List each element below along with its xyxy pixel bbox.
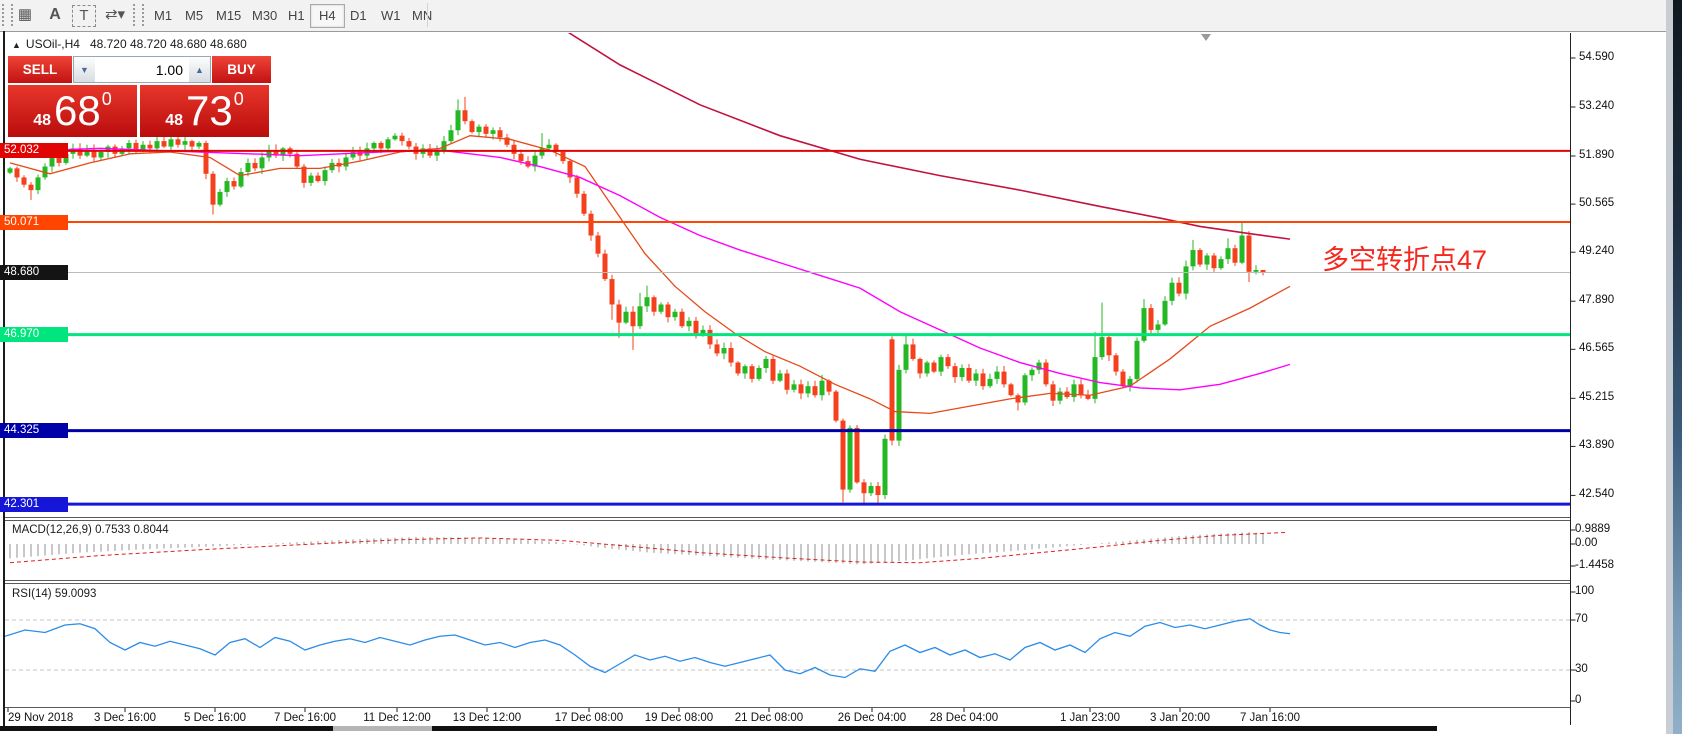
price-tick-label: 43.890 bbox=[1579, 439, 1615, 452]
timeframe-button-m15[interactable]: M15 bbox=[216, 8, 242, 23]
time-axis-label: 26 Dec 04:00 bbox=[837, 712, 907, 724]
sell-price-big: 68 bbox=[54, 87, 101, 134]
rsi-scale-label: 30 bbox=[1575, 663, 1588, 675]
price-tick-label: 49.240 bbox=[1579, 245, 1615, 258]
macd-scale-label: -1.4458 bbox=[1575, 559, 1615, 571]
timeframe-button-h4[interactable]: H4 bbox=[310, 4, 345, 28]
ohlc-values: 48.720 48.720 48.680 48.680 bbox=[89, 37, 247, 51]
rsi-scale-label: 0 bbox=[1575, 694, 1582, 706]
one-click-collapse-icon[interactable]: ▲ bbox=[12, 40, 21, 50]
price-tick-label: 54.590 bbox=[1579, 51, 1615, 63]
price-tick-label: 50.565 bbox=[1579, 197, 1615, 210]
sell-price-prefix: 48 bbox=[33, 112, 52, 129]
toolbar: ▦ A T ⇄▾ M1 M5 M15 M30 H1 H4 D1 W1 MN bbox=[0, 0, 1673, 32]
buy-price-prefix: 48 bbox=[165, 112, 184, 129]
time-axis-label: 7 Jan 16:00 bbox=[1239, 712, 1301, 724]
volume-input[interactable] bbox=[95, 57, 189, 82]
chart-shift-marker-icon[interactable] bbox=[1201, 34, 1211, 41]
timeframe-button-w1[interactable]: W1 bbox=[381, 8, 401, 23]
macd-indicator-label: MACD(12,26,9) 0.7533 0.8044 bbox=[12, 524, 169, 536]
time-axis-label: 13 Dec 12:00 bbox=[452, 712, 522, 724]
timeframe-toolbar-drag-handle[interactable] bbox=[133, 4, 144, 26]
one-click-trading-panel: SELL ▼ ▲ BUY 48 68 0 48 73 0 bbox=[8, 56, 271, 137]
buy-price-superscript: 0 bbox=[233, 89, 244, 109]
price-tick-label: 46.565 bbox=[1579, 342, 1615, 355]
time-axis-label: 21 Dec 08:00 bbox=[734, 712, 804, 724]
desktop-background bbox=[1673, 0, 1682, 734]
rsi-scale-label: 100 bbox=[1575, 585, 1595, 597]
grid-icon[interactable]: ▦ bbox=[17, 6, 33, 23]
price-level-badge: 44.325 bbox=[0, 423, 68, 439]
sell-price-superscript: 0 bbox=[101, 89, 112, 109]
timeframe-button-d1[interactable]: D1 bbox=[350, 8, 367, 23]
volume-stepper: ▼ ▲ bbox=[73, 56, 211, 83]
sell-price-tile[interactable]: 48 68 0 bbox=[8, 85, 137, 137]
time-axis-label: 17 Dec 08:00 bbox=[554, 712, 624, 724]
timeframe-button-m5[interactable]: M5 bbox=[185, 8, 204, 23]
timeframe-button-h1[interactable]: H1 bbox=[288, 8, 305, 23]
time-axis-label: 7 Dec 16:00 bbox=[273, 712, 337, 724]
buy-button[interactable]: BUY bbox=[211, 56, 271, 83]
timeframe-button-m30[interactable]: M30 bbox=[252, 8, 278, 23]
price-level-badge: 46.970 bbox=[0, 327, 68, 343]
macd-scale-label: 0.9889 bbox=[1575, 523, 1611, 535]
rsi-scale-label: 70 bbox=[1575, 613, 1588, 625]
time-axis-label: 19 Dec 08:00 bbox=[644, 712, 714, 724]
h-scrollbar-track-right[interactable] bbox=[432, 726, 1437, 731]
macd-scale-label: 0.00 bbox=[1575, 537, 1598, 549]
time-axis-label: 28 Dec 04:00 bbox=[929, 712, 999, 724]
font-icon[interactable]: A bbox=[49, 6, 61, 23]
volume-increase-button[interactable]: ▲ bbox=[189, 57, 210, 82]
volume-decrease-button[interactable]: ▼ bbox=[74, 57, 95, 82]
chart-window[interactable] bbox=[0, 31, 1673, 731]
time-axis-label: 3 Jan 20:00 bbox=[1149, 712, 1211, 724]
price-tick-label: 42.540 bbox=[1579, 488, 1615, 501]
toolbar-drag-handle[interactable] bbox=[2, 4, 13, 26]
h-scrollbar-track-left[interactable] bbox=[0, 726, 333, 731]
time-axis-label: 1 Jan 23:00 bbox=[1059, 712, 1121, 724]
h-scrollbar-thumb[interactable] bbox=[333, 726, 432, 731]
timeframe-button-m1[interactable]: M1 bbox=[154, 8, 173, 23]
price-level-badge: 42.301 bbox=[0, 496, 68, 512]
chart-annotation-text: 多空转折点47 bbox=[1322, 245, 1488, 275]
time-axis-label: 3 Dec 16:00 bbox=[93, 712, 157, 724]
price-level-badge: 52.032 bbox=[0, 143, 68, 159]
rsi-indicator-label: RSI(14) 59.0093 bbox=[12, 588, 97, 600]
window-top-border bbox=[0, 31, 1666, 32]
window-left-border bbox=[3, 31, 5, 731]
price-tick-label: 47.890 bbox=[1579, 294, 1615, 307]
price-level-badge: 48.680 bbox=[0, 265, 68, 281]
window-right-border bbox=[1666, 0, 1673, 734]
time-axis-label: 5 Dec 16:00 bbox=[183, 712, 247, 724]
toolbar-separator bbox=[427, 3, 428, 27]
sell-button[interactable]: SELL bbox=[8, 56, 73, 83]
price-tick-label: 51.890 bbox=[1579, 149, 1615, 161]
buy-price-big: 73 bbox=[186, 87, 233, 134]
price-level-badge: 50.071 bbox=[0, 214, 68, 230]
text-label-icon[interactable]: T bbox=[72, 5, 96, 27]
arrange-arrows-icon[interactable]: ⇄▾ bbox=[104, 6, 126, 23]
price-tick-label: 53.240 bbox=[1579, 100, 1615, 112]
time-axis-label: 11 Dec 12:00 bbox=[363, 712, 431, 724]
price-tick-label: 45.215 bbox=[1579, 391, 1615, 404]
time-axis-label: 29 Nov 2018 bbox=[8, 712, 74, 724]
buy-price-tile[interactable]: 48 73 0 bbox=[140, 85, 269, 137]
chart-title: ▲ USOil-,H4 48.720 48.720 48.680 48.680 bbox=[12, 37, 247, 51]
symbol-period-label: USOil-,H4 bbox=[25, 37, 80, 51]
